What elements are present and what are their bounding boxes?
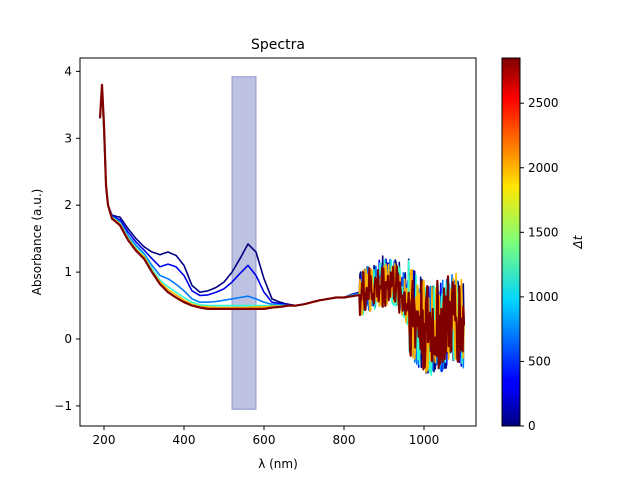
colorbar-tick-label: 2000 bbox=[528, 161, 559, 175]
x-tick-label: 400 bbox=[173, 433, 196, 447]
y-tick-label: −1 bbox=[54, 399, 72, 413]
x-tick-label: 1000 bbox=[409, 433, 440, 447]
x-tick-label: 600 bbox=[253, 433, 276, 447]
x-axis-ticks: 200 400 600 800 1000 bbox=[93, 426, 440, 447]
colorbar-tick-label: 500 bbox=[528, 354, 551, 368]
colorbar-tick-label: 1000 bbox=[528, 290, 559, 304]
y-tick-label: 1 bbox=[64, 265, 72, 279]
x-tick-label: 200 bbox=[93, 433, 116, 447]
y-axis-label: Absorbance (a.u.) bbox=[30, 189, 44, 296]
x-tick-label: 800 bbox=[333, 433, 356, 447]
y-tick-label: 0 bbox=[64, 332, 72, 346]
y-tick-label: 4 bbox=[64, 64, 72, 78]
colorbar-tick-label: 0 bbox=[528, 419, 536, 433]
spectrum-line-dt-2850 bbox=[98, 83, 466, 371]
colorbar-gradient bbox=[501, 57, 521, 427]
plot-area bbox=[79, 57, 477, 427]
y-tick-label: 3 bbox=[64, 131, 72, 145]
x-axis-label: λ (nm) bbox=[258, 457, 298, 471]
colorbar-tick-label: 2500 bbox=[528, 96, 559, 110]
y-axis-ticks: −1 0 1 2 3 4 bbox=[54, 64, 80, 413]
colorbar-label: Δt bbox=[571, 234, 585, 249]
shaded-region bbox=[231, 76, 257, 410]
colorbar-ticks: 0 500 1000 1500 2000 2500 bbox=[520, 96, 559, 433]
colorbar-tick-label: 1500 bbox=[528, 225, 559, 239]
plot-frame bbox=[79, 57, 477, 427]
colorbar: 0 500 1000 1500 2000 2500 Δt bbox=[501, 57, 585, 433]
chart-title: Spectra bbox=[251, 37, 305, 53]
y-tick-label: 2 bbox=[64, 198, 72, 212]
